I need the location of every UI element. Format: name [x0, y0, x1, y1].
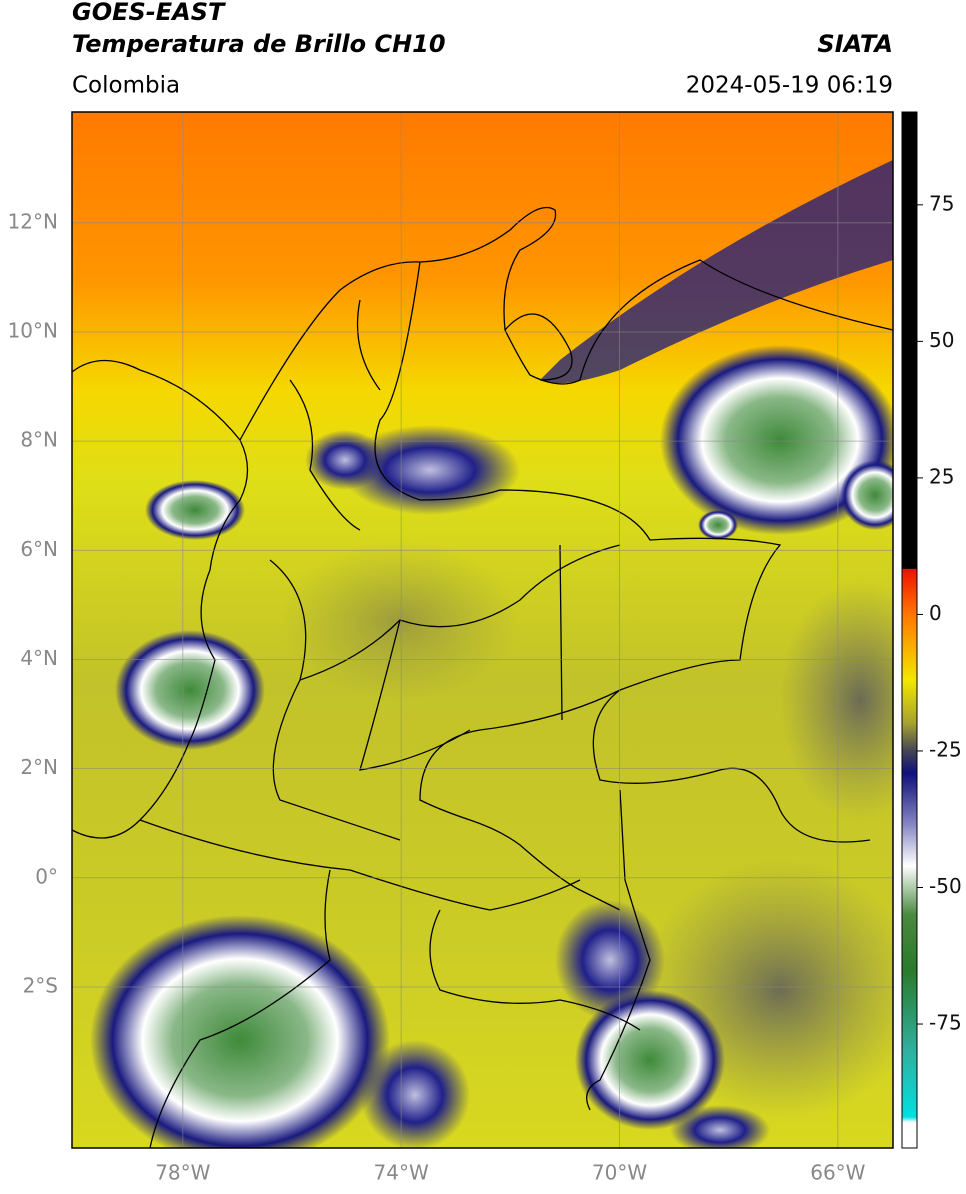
colorbar-tick-label: 50	[929, 328, 954, 352]
axes: 12°N 10°N 8°N 6°N 4°N 2°N 0° 2°S 78°W 74°W 70°W 66°…	[8, 209, 866, 1184]
datetime: 2024-05-19 06:19	[686, 73, 893, 99]
map-frame	[71, 111, 894, 1149]
source: SIATA	[817, 30, 893, 58]
lat-tick-label: 0°	[35, 864, 58, 888]
colorbar	[901, 111, 918, 1149]
lat-tick-label: 4°N	[20, 646, 58, 670]
map	[72, 112, 893, 1148]
cloud-features	[90, 160, 893, 1148]
colorbar-tick-label: 0	[929, 601, 942, 625]
grid	[72, 112, 893, 1148]
lon-tick-label: 66°W	[810, 1161, 865, 1185]
title: GOES-EAST	[72, 0, 226, 26]
region: Colombia	[72, 73, 180, 99]
colorbar-tick-label: -25	[929, 737, 962, 761]
colorbar-axis: 75 50 25 0 -25 -50 -75	[917, 191, 962, 1035]
lat-tick-label: 10°N	[8, 318, 58, 342]
lat-tick-label: 8°N	[20, 428, 58, 452]
lon-tick-label: 74°W	[374, 1161, 429, 1185]
colorbar-tick-label: 75	[929, 191, 954, 215]
lat-tick-label: 2°S	[23, 973, 58, 997]
colorbar-tick-label: -50	[929, 874, 962, 898]
colorbar-tick-label: -75	[929, 1011, 962, 1035]
lat-tick-label: 6°N	[20, 537, 58, 561]
lon-tick-label: 78°W	[155, 1161, 210, 1185]
lat-tick-label: 2°N	[20, 755, 58, 779]
colorbar-tick-label: 25	[929, 464, 954, 488]
lon-tick-label: 70°W	[592, 1161, 647, 1185]
lat-tick-label: 12°N	[8, 209, 58, 233]
subtitle: Temperatura de Brillo CH10	[72, 30, 446, 58]
